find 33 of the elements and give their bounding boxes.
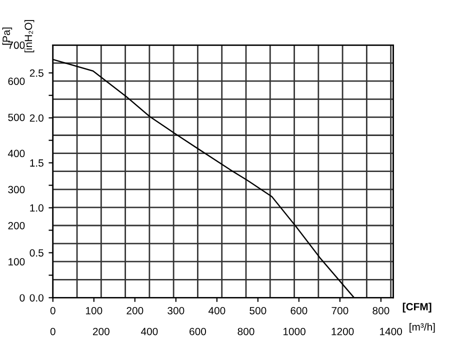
x2-tick-label: 800 <box>238 328 254 336</box>
y2-axis-title: [inH₂O] <box>24 20 34 52</box>
x2-tick-label: 1200 <box>332 328 354 336</box>
x2-tick-label: 1400 <box>380 328 402 336</box>
x2-axis-title: [m³/h] <box>410 322 435 333</box>
x-axis-title: [CFM] <box>402 302 432 312</box>
x-tick-label: 500 <box>250 306 266 314</box>
x2-tick-label: 1000 <box>283 328 306 336</box>
y2-tick-label: 1.5 <box>30 159 44 167</box>
y-tick-label: 400 <box>8 150 25 158</box>
y2-tick-label: 0.0 <box>30 294 44 302</box>
x-tick-label: 700 <box>332 306 348 314</box>
y2-tick-label: 0.5 <box>30 249 44 257</box>
x-tick-label: 100 <box>86 306 102 314</box>
x-tick-label: 800 <box>372 306 390 314</box>
x2-tick-label: 400 <box>140 328 158 336</box>
y-tick-label: 100 <box>8 258 25 266</box>
y2-tick-label: 1.0 <box>30 204 44 212</box>
x2-tick-label: 0 <box>50 328 56 336</box>
x-tick-label: 400 <box>208 306 226 314</box>
y2-tick-label: 2.5 <box>30 69 44 77</box>
x-tick-label: 0 <box>50 306 56 314</box>
x-tick-label: 200 <box>126 306 144 314</box>
x2-tick-label: 200 <box>92 328 110 336</box>
x-tick-label: 600 <box>290 306 308 314</box>
y-tick-label: 500 <box>8 114 25 122</box>
x-tick-label: 300 <box>168 306 184 314</box>
y2-tick-label: 2.0 <box>30 114 44 122</box>
x2-tick-label: 600 <box>190 328 206 336</box>
y-tick-label: 0 <box>20 294 25 302</box>
y-tick-label: 300 <box>8 186 25 194</box>
y-tick-label: 600 <box>8 78 25 85</box>
y-tick-label: 200 <box>8 222 25 230</box>
